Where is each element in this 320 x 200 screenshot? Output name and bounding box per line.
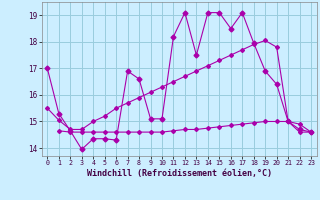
X-axis label: Windchill (Refroidissement éolien,°C): Windchill (Refroidissement éolien,°C) xyxy=(87,169,272,178)
